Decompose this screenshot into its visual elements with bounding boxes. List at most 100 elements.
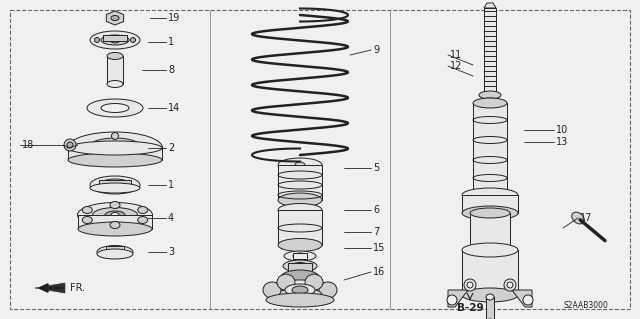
- Polygon shape: [106, 11, 124, 25]
- Ellipse shape: [305, 274, 323, 290]
- Ellipse shape: [462, 188, 518, 202]
- Ellipse shape: [462, 206, 518, 220]
- Ellipse shape: [138, 217, 148, 224]
- Ellipse shape: [479, 91, 501, 99]
- Bar: [107, 56, 123, 84]
- Ellipse shape: [78, 222, 152, 236]
- Ellipse shape: [462, 243, 518, 257]
- Text: 14: 14: [168, 103, 180, 113]
- Ellipse shape: [99, 179, 131, 191]
- Text: 15: 15: [373, 243, 385, 253]
- Ellipse shape: [110, 202, 120, 209]
- Text: 16: 16: [373, 267, 385, 277]
- Ellipse shape: [90, 31, 140, 49]
- Ellipse shape: [285, 284, 315, 296]
- Ellipse shape: [305, 290, 323, 306]
- Bar: [484, 8, 496, 95]
- Text: 11: 11: [450, 50, 462, 60]
- Ellipse shape: [111, 16, 119, 20]
- Ellipse shape: [106, 182, 124, 189]
- Bar: [486, 297, 494, 319]
- Text: 1: 1: [168, 180, 174, 190]
- Ellipse shape: [88, 138, 143, 158]
- Ellipse shape: [106, 249, 124, 256]
- Ellipse shape: [87, 99, 143, 117]
- Bar: [288, 263, 312, 277]
- Ellipse shape: [97, 249, 133, 259]
- Ellipse shape: [470, 249, 510, 261]
- Ellipse shape: [77, 203, 152, 227]
- Ellipse shape: [138, 206, 148, 213]
- Text: 4: 4: [168, 213, 174, 223]
- Text: 10: 10: [556, 125, 568, 135]
- Ellipse shape: [507, 282, 513, 288]
- Ellipse shape: [278, 204, 322, 217]
- Ellipse shape: [277, 290, 295, 306]
- Text: 17: 17: [580, 213, 593, 223]
- Ellipse shape: [101, 103, 129, 113]
- Ellipse shape: [68, 153, 162, 167]
- Ellipse shape: [462, 288, 518, 302]
- Ellipse shape: [67, 132, 163, 164]
- Ellipse shape: [90, 176, 140, 194]
- Text: 12: 12: [450, 61, 462, 71]
- Bar: [99, 180, 131, 188]
- Text: 18: 18: [22, 140, 35, 150]
- Text: 5: 5: [373, 163, 380, 173]
- Ellipse shape: [277, 274, 295, 290]
- Ellipse shape: [477, 98, 503, 108]
- Ellipse shape: [95, 38, 99, 42]
- Text: 2: 2: [168, 143, 174, 153]
- Ellipse shape: [278, 239, 322, 251]
- Ellipse shape: [295, 162, 305, 168]
- Ellipse shape: [293, 253, 307, 259]
- Text: 3: 3: [168, 247, 174, 257]
- Ellipse shape: [97, 246, 133, 258]
- Text: 1: 1: [168, 37, 174, 47]
- Text: FR.: FR.: [70, 283, 85, 293]
- Ellipse shape: [83, 217, 92, 224]
- Bar: [462, 250, 518, 295]
- Ellipse shape: [68, 141, 162, 155]
- Text: 6: 6: [373, 205, 379, 215]
- Ellipse shape: [263, 282, 281, 298]
- Ellipse shape: [83, 206, 92, 213]
- Ellipse shape: [464, 279, 476, 291]
- Text: 9: 9: [373, 45, 379, 55]
- Ellipse shape: [67, 142, 73, 148]
- Ellipse shape: [281, 270, 319, 284]
- Ellipse shape: [93, 207, 138, 222]
- Ellipse shape: [473, 190, 507, 200]
- Ellipse shape: [504, 279, 516, 291]
- Ellipse shape: [104, 144, 126, 152]
- Polygon shape: [448, 290, 468, 307]
- Ellipse shape: [319, 282, 337, 298]
- Text: B-29: B-29: [457, 303, 483, 313]
- Ellipse shape: [470, 208, 510, 218]
- Polygon shape: [512, 290, 532, 307]
- Ellipse shape: [523, 295, 533, 305]
- Ellipse shape: [266, 293, 334, 307]
- Ellipse shape: [467, 282, 473, 288]
- Ellipse shape: [572, 212, 584, 224]
- Ellipse shape: [111, 132, 118, 139]
- Ellipse shape: [110, 37, 120, 43]
- Ellipse shape: [473, 98, 507, 108]
- Text: 13: 13: [556, 137, 568, 147]
- Polygon shape: [35, 283, 65, 293]
- Bar: [278, 165, 322, 200]
- Ellipse shape: [150, 145, 157, 152]
- Bar: [470, 213, 510, 255]
- Polygon shape: [484, 3, 496, 8]
- Ellipse shape: [278, 193, 322, 207]
- Ellipse shape: [101, 35, 129, 45]
- Bar: [78, 215, 152, 229]
- Text: 7: 7: [373, 227, 380, 237]
- Bar: [462, 195, 518, 213]
- Ellipse shape: [131, 38, 136, 42]
- Ellipse shape: [283, 260, 317, 272]
- Ellipse shape: [107, 80, 123, 87]
- Text: 19: 19: [168, 13, 180, 23]
- Ellipse shape: [284, 251, 316, 261]
- Ellipse shape: [64, 139, 76, 151]
